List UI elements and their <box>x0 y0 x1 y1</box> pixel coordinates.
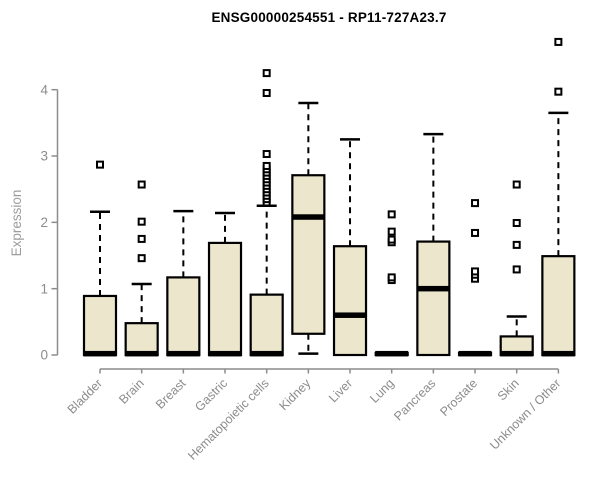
median-bar <box>166 350 200 357</box>
y-tick-label: 3 <box>40 149 48 164</box>
iqr-box <box>291 174 326 335</box>
x-tick-label: Kidney <box>277 376 314 413</box>
median-bar <box>83 350 117 357</box>
x-tick-label: Liver <box>326 376 355 405</box>
outlier-point <box>471 228 480 237</box>
median-bar <box>375 350 409 357</box>
outlier-point <box>96 160 104 169</box>
outlier-point <box>137 180 146 189</box>
median-bar <box>333 312 367 318</box>
iqr-box <box>332 245 368 357</box>
outlier-point <box>387 227 396 236</box>
median-bar <box>541 350 575 357</box>
iqr-box <box>249 293 284 357</box>
outlier-point <box>512 265 521 274</box>
outlier-point <box>512 219 521 228</box>
iqr-box <box>166 276 201 357</box>
median-bar <box>416 285 450 292</box>
y-tick-label: 0 <box>40 348 48 363</box>
x-tick-label: Unknown / Other <box>487 376 563 452</box>
iqr-box <box>207 241 243 357</box>
outlier-point <box>137 254 146 263</box>
outlier-point <box>262 69 271 78</box>
median-bar <box>125 350 159 357</box>
outlier-point <box>512 180 521 189</box>
outlier-point <box>471 267 480 276</box>
x-tick-label: Brain <box>116 376 147 407</box>
median-bar <box>208 350 242 357</box>
median-bar <box>250 350 284 357</box>
median-bar <box>500 350 534 357</box>
x-tick-label: Bladder <box>65 376 105 416</box>
outlier-point <box>554 37 563 46</box>
median-bar <box>458 350 492 357</box>
y-tick-label: 4 <box>40 82 48 97</box>
iqr-box <box>541 255 576 357</box>
outlier-point <box>512 240 521 249</box>
outlier-point <box>387 273 396 282</box>
y-tick-label: 2 <box>40 215 48 230</box>
chart-title: ENSG00000254551 - RP11-727A23.7 <box>211 10 447 25</box>
outlier-point <box>137 234 146 243</box>
x-tick-label: Breast <box>153 376 189 412</box>
iqr-box <box>124 322 159 357</box>
outlier-point <box>387 235 396 244</box>
iqr-box <box>82 294 118 357</box>
outlier-point <box>137 217 146 226</box>
x-tick-label: Lung <box>367 376 397 406</box>
iqr-box <box>416 240 451 357</box>
x-tick-label: Gastric <box>192 376 230 414</box>
outlier-point <box>262 88 271 97</box>
x-tick-label: Skin <box>495 376 522 403</box>
outlier-point <box>471 199 480 208</box>
x-tick-label: Pancreas <box>391 376 438 423</box>
median-bar <box>291 214 325 220</box>
outlier-point <box>262 161 271 170</box>
y-tick-label: 1 <box>40 281 48 296</box>
outlier-point <box>554 87 563 96</box>
outlier-point <box>262 150 271 159</box>
x-tick-label: Hematopoietic cells <box>185 376 272 463</box>
x-tick-label: Prostate <box>437 376 480 419</box>
outlier-point <box>387 210 396 219</box>
